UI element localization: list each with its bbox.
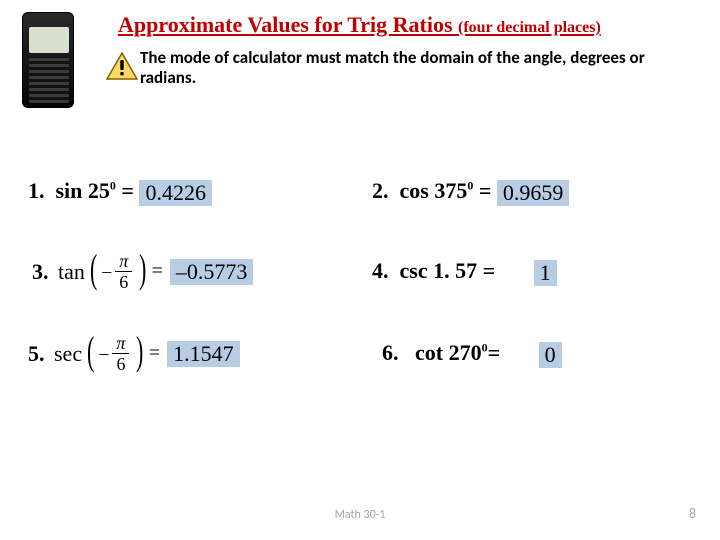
title-sub: (four decimal places) — [458, 19, 601, 36]
title-main: Approximate Values for Trig Ratios — [118, 12, 453, 37]
problem-1: 1. sin 250 = 0.4226 — [28, 178, 212, 206]
problem-5-num: 5. — [28, 341, 45, 367]
rparen-icon: ) — [139, 245, 146, 292]
problem-3-frac-num: π — [115, 252, 132, 272]
problem-3-answer: –0.5773 — [170, 259, 254, 285]
problem-1-eq: = — [121, 178, 139, 203]
problem-1-num: 1. — [28, 178, 45, 203]
problem-2-sup: 0 — [467, 179, 473, 193]
problem-2-answer: 0.9659 — [497, 180, 570, 206]
problem-1-expr: sin 25 — [56, 178, 110, 203]
warning-icon — [106, 52, 138, 80]
problem-3-frac-den: 6 — [115, 272, 132, 291]
equals-sign: = — [149, 342, 165, 365]
rparen-icon: ) — [136, 327, 143, 374]
problem-2-eq: = — [479, 178, 497, 203]
problem-4-answer: 1 — [534, 260, 557, 286]
problem-6-eq: = — [488, 340, 501, 365]
problem-5: 5. sec ( – π 6 ) = 1.1547 — [28, 330, 240, 377]
mode-note: The mode of calculator must match the do… — [140, 48, 670, 89]
problem-4: 4. csc 1. 57 = 1 — [372, 258, 557, 286]
lparen-icon: ( — [87, 327, 94, 374]
problem-6-expr: cot 270 — [415, 340, 482, 365]
problem-6: 6. cot 2700= 0 — [382, 340, 562, 368]
problem-3: 3. tan ( – π 6 ) = –0.5773 — [32, 248, 253, 295]
problem-2-num: 2. — [372, 178, 389, 203]
problem-6-num: 6. — [382, 340, 399, 365]
footer-page: 8 — [689, 505, 696, 522]
problem-5-frac: π 6 — [110, 334, 131, 373]
problem-3-func: tan — [58, 259, 85, 285]
problem-1-answer: 0.4226 — [139, 180, 212, 206]
calculator-image — [22, 12, 74, 108]
problem-5-frac-den: 6 — [112, 354, 129, 373]
problem-4-expr: csc 1. 57 = — [400, 258, 496, 283]
problem-2: 2. cos 3750 = 0.9659 — [372, 178, 569, 206]
neg-sign: – — [102, 261, 111, 282]
page-title: Approximate Values for Trig Ratios (four… — [118, 12, 601, 38]
problem-5-answer: 1.1547 — [167, 341, 240, 367]
problem-6-answer: 0 — [539, 342, 562, 368]
problem-3-frac: π 6 — [113, 252, 134, 291]
problem-4-num: 4. — [372, 258, 389, 283]
footer-center: Math 30-1 — [0, 508, 720, 522]
problem-3-num: 3. — [32, 259, 49, 285]
problem-2-expr: cos 375 — [400, 178, 468, 203]
problem-1-sup: 0 — [110, 179, 116, 193]
lparen-icon: ( — [90, 245, 97, 292]
equals-sign: = — [152, 260, 168, 283]
problem-5-frac-num: π — [112, 334, 129, 354]
neg-sign: – — [99, 343, 108, 364]
problem-5-func: sec — [54, 341, 82, 367]
